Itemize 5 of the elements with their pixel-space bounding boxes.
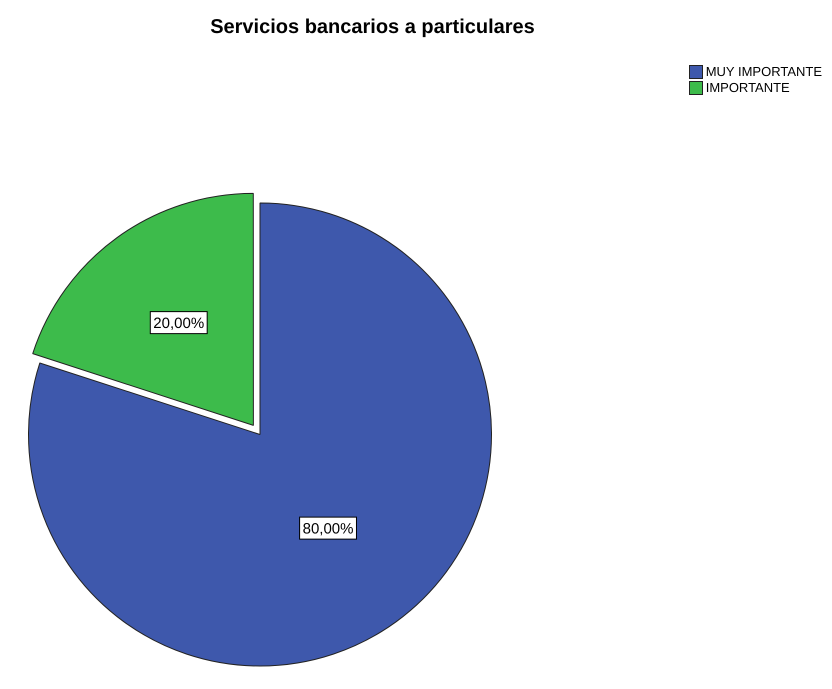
data-label: 20,00%: [153, 314, 204, 332]
legend-label: MUY IMPORTANTE: [706, 64, 822, 79]
legend-label: IMPORTANTE: [706, 80, 790, 95]
chart-title: Servicios bancarios a particulares: [209, 16, 536, 39]
data-label: 80,00%: [302, 520, 354, 538]
